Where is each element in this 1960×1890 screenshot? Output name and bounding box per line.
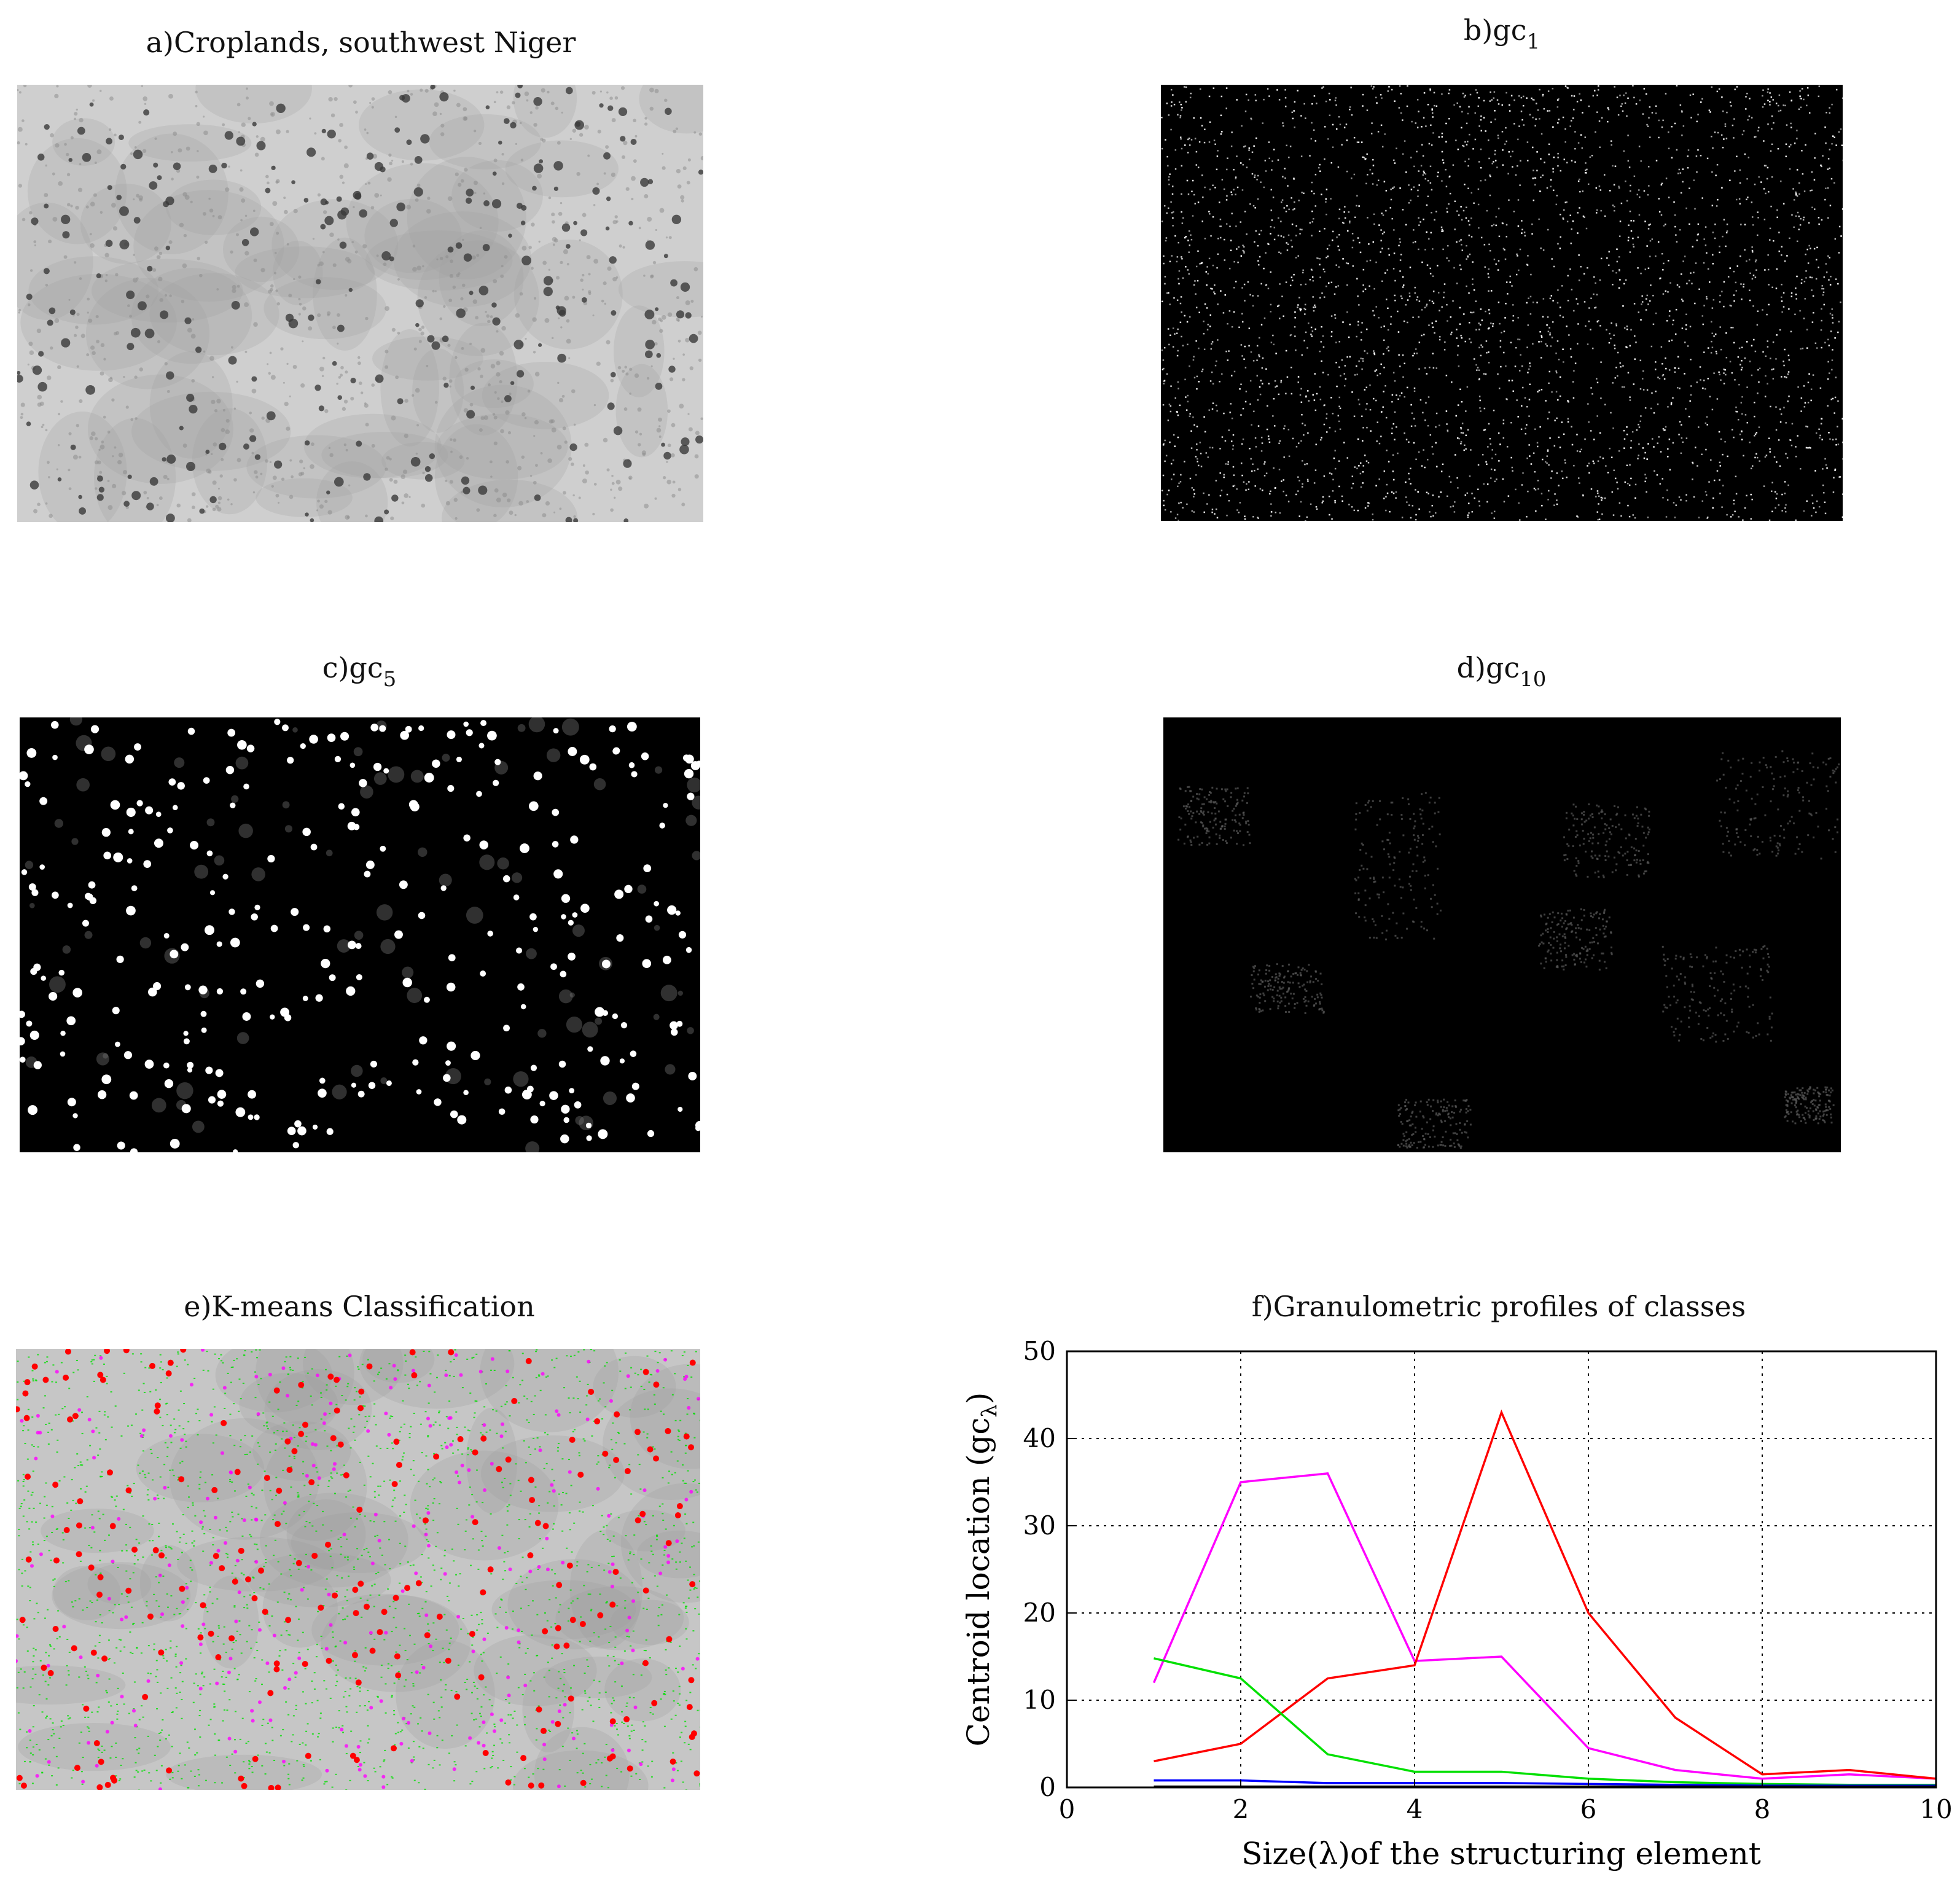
y-tick-label: 40 bbox=[1023, 1423, 1056, 1453]
panel-c-title: c)gc5 bbox=[322, 651, 397, 692]
series-line-3 bbox=[1154, 1657, 1936, 1786]
x-tick-label: 6 bbox=[1580, 1794, 1597, 1824]
chart-series bbox=[1152, 1409, 1937, 1788]
y-axis-label: Centroid location (gcλ) bbox=[961, 1392, 1002, 1747]
series-line-2 bbox=[1154, 1409, 1937, 1780]
x-axis-label: Size(λ)of the structuring element bbox=[1241, 1836, 1761, 1872]
y-tick-label: 50 bbox=[1023, 1336, 1056, 1366]
panel-d-title: d)gc10 bbox=[1456, 651, 1547, 692]
x-tick-label: 2 bbox=[1233, 1794, 1249, 1824]
panel-b-image bbox=[1161, 85, 1843, 521]
chart: 0 2 4 6 8 10 0 10 20 30 40 50 Size(λ)of the structu… bbox=[961, 1336, 1953, 1872]
panel-a-title: a)Croplands, southwest Niger bbox=[146, 26, 576, 59]
y-tick-label: 0 bbox=[1039, 1772, 1056, 1802]
series-line-1 bbox=[1152, 1472, 1937, 1780]
x-tick-label: 10 bbox=[1919, 1794, 1952, 1824]
y-tick-label: 10 bbox=[1023, 1685, 1056, 1715]
panel-b-title: b)gc1 bbox=[1463, 14, 1540, 54]
chart-grid bbox=[1067, 1351, 1936, 1787]
chart-title: f)Granulometric profiles of classes bbox=[1251, 1290, 1746, 1323]
panel-e-title: e)K-means Classification bbox=[184, 1290, 535, 1323]
chart-ticks: 0 2 4 6 8 10 0 10 20 30 40 50 bbox=[1023, 1336, 1953, 1824]
panel-c-image bbox=[20, 717, 700, 1152]
panel-d-image bbox=[1163, 717, 1841, 1152]
x-tick-label: 0 bbox=[1059, 1794, 1076, 1824]
chart-frame bbox=[1066, 1350, 1937, 1789]
x-tick-label: 4 bbox=[1407, 1794, 1423, 1824]
x-tick-label: 8 bbox=[1754, 1794, 1771, 1824]
y-tick-label: 20 bbox=[1023, 1598, 1056, 1628]
panel-a-image bbox=[17, 85, 703, 522]
series-line-4 bbox=[1154, 1779, 1936, 1787]
panel-e-image bbox=[16, 1349, 700, 1790]
y-tick-label: 30 bbox=[1023, 1510, 1056, 1541]
